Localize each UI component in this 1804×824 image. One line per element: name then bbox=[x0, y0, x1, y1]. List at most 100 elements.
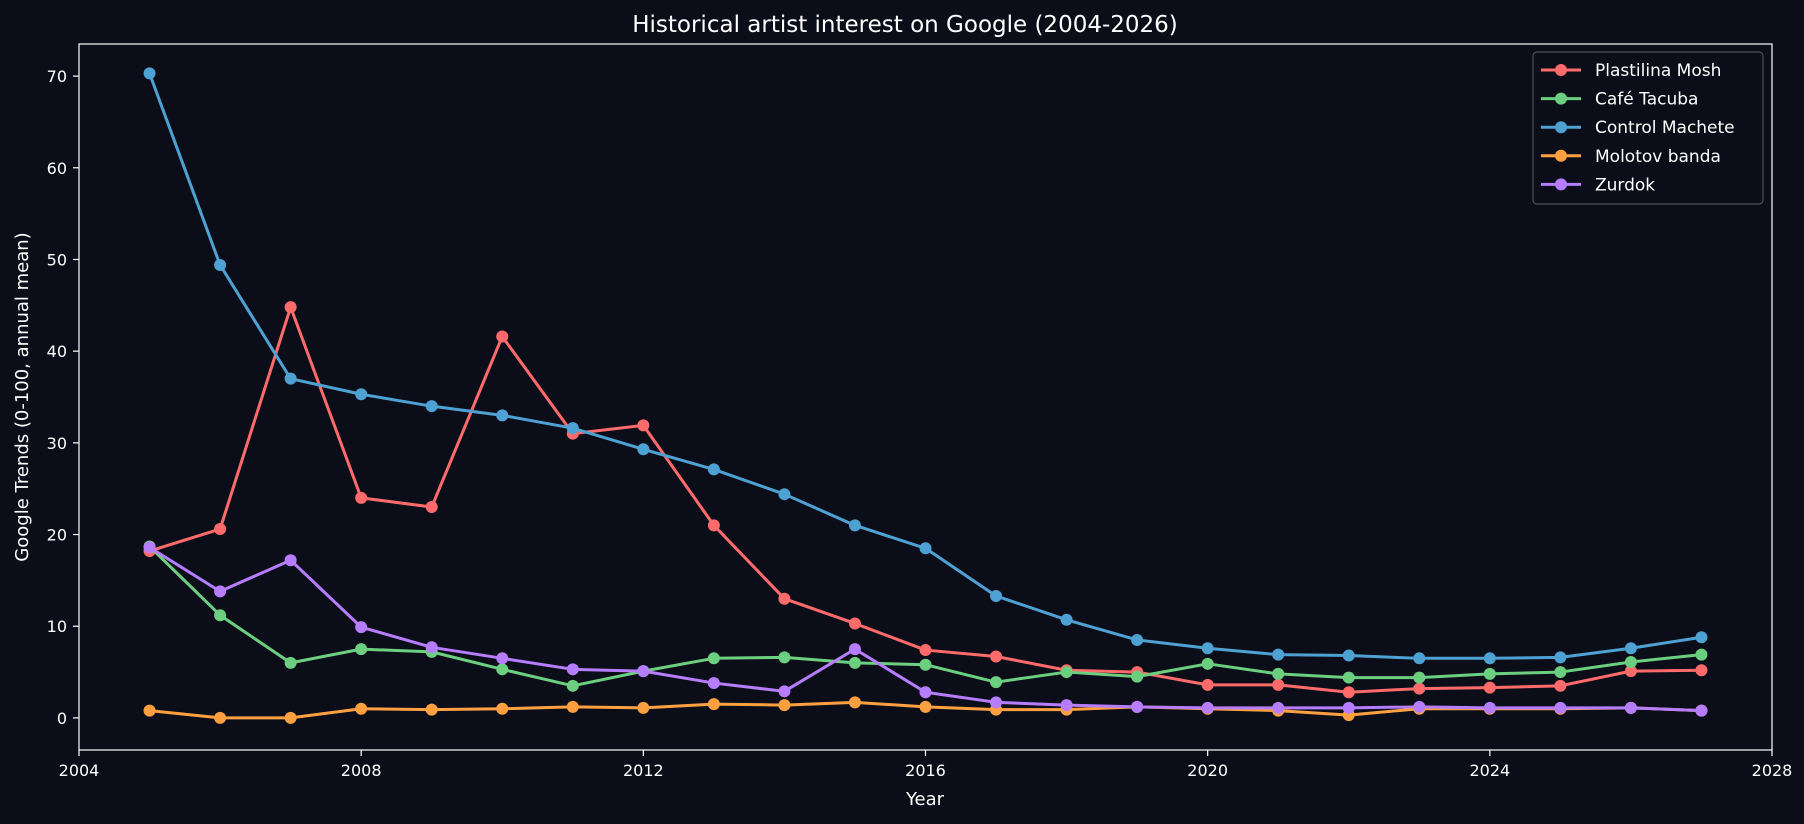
legend-label: Plastilina Mosh bbox=[1595, 61, 1721, 81]
chart-title: Historical artist interest on Google (20… bbox=[632, 12, 1178, 38]
data-point bbox=[848, 519, 861, 532]
data-point bbox=[990, 650, 1003, 663]
data-point bbox=[778, 685, 791, 698]
legend-entry: Café Tacuba bbox=[1541, 90, 1698, 110]
data-point bbox=[1483, 681, 1496, 694]
legend-entry: Plastilina Mosh bbox=[1541, 61, 1721, 81]
series-4 bbox=[143, 541, 1708, 717]
data-point bbox=[1131, 670, 1144, 683]
data-point bbox=[496, 663, 509, 676]
data-point bbox=[848, 656, 861, 669]
y-tick-label: 0 bbox=[57, 709, 67, 728]
data-point bbox=[990, 589, 1003, 602]
x-tick-label: 2024 bbox=[1469, 761, 1510, 780]
series-layer bbox=[143, 67, 1708, 724]
y-tick-label: 60 bbox=[47, 159, 67, 178]
data-point bbox=[566, 700, 579, 713]
x-tick-label: 2008 bbox=[341, 761, 382, 780]
legend-swatch-marker bbox=[1555, 64, 1567, 76]
data-point bbox=[778, 488, 791, 501]
data-point bbox=[214, 523, 227, 536]
data-point bbox=[707, 698, 720, 711]
series-0 bbox=[143, 301, 1708, 699]
data-point bbox=[1413, 682, 1426, 695]
y-tick-label: 10 bbox=[47, 617, 67, 636]
data-point bbox=[355, 621, 368, 634]
data-point bbox=[919, 686, 932, 699]
data-point bbox=[848, 696, 861, 709]
legend-label: Control Machete bbox=[1595, 118, 1735, 138]
data-point bbox=[1413, 652, 1426, 665]
y-axis-label: Google Trends (0-100, annual mean) bbox=[12, 232, 33, 561]
data-point bbox=[1060, 613, 1073, 626]
data-point bbox=[778, 699, 791, 712]
data-point bbox=[707, 652, 720, 665]
data-point bbox=[637, 443, 650, 456]
data-point bbox=[214, 585, 227, 598]
data-point bbox=[1624, 665, 1637, 678]
data-point bbox=[566, 663, 579, 676]
data-point bbox=[1131, 633, 1144, 646]
data-point bbox=[355, 702, 368, 715]
data-point bbox=[425, 703, 438, 716]
data-point bbox=[1624, 655, 1637, 668]
data-point bbox=[919, 658, 932, 671]
data-point bbox=[284, 372, 297, 385]
data-point bbox=[425, 400, 438, 413]
data-point bbox=[1554, 679, 1567, 692]
data-point bbox=[1201, 701, 1214, 714]
data-point bbox=[848, 617, 861, 630]
y-tick-label: 40 bbox=[47, 342, 67, 361]
data-point bbox=[496, 409, 509, 422]
data-point bbox=[778, 592, 791, 605]
data-point bbox=[1413, 700, 1426, 713]
data-point bbox=[1413, 671, 1426, 684]
data-point bbox=[919, 700, 932, 713]
data-point bbox=[990, 696, 1003, 709]
data-point bbox=[1272, 678, 1285, 691]
data-point bbox=[1272, 701, 1285, 714]
data-point bbox=[1554, 701, 1567, 714]
data-point bbox=[1695, 631, 1708, 644]
y-tick-label: 50 bbox=[47, 250, 67, 269]
data-point bbox=[1554, 651, 1567, 664]
data-point bbox=[1483, 667, 1496, 680]
data-point bbox=[919, 644, 932, 657]
data-point bbox=[1342, 649, 1355, 662]
legend: Plastilina Mosh Café Tacuba Control Machet… bbox=[1532, 51, 1764, 205]
data-point bbox=[143, 704, 156, 717]
data-point bbox=[1272, 667, 1285, 680]
data-point bbox=[1060, 666, 1073, 679]
data-point bbox=[355, 388, 368, 401]
x-tick-label: 2004 bbox=[59, 761, 100, 780]
data-point bbox=[1624, 642, 1637, 655]
legend-swatch-marker bbox=[1555, 149, 1567, 162]
data-point bbox=[1624, 701, 1637, 714]
legend-label: Zurdok bbox=[1595, 175, 1655, 195]
data-point bbox=[707, 463, 720, 476]
legend-frame bbox=[1532, 51, 1764, 205]
legend-swatch-marker bbox=[1555, 92, 1567, 105]
data-point bbox=[566, 679, 579, 692]
data-point bbox=[1201, 642, 1214, 655]
data-point bbox=[1695, 648, 1708, 661]
data-point bbox=[214, 258, 227, 271]
data-point bbox=[284, 554, 297, 567]
data-point bbox=[355, 643, 368, 656]
data-point bbox=[1483, 701, 1496, 714]
data-point bbox=[1695, 704, 1708, 717]
legend-entry: Zurdok bbox=[1541, 175, 1655, 195]
data-point bbox=[214, 609, 227, 622]
data-point bbox=[425, 641, 438, 654]
legend-entry: Molotov banda bbox=[1541, 147, 1721, 167]
legend-entry: Control Machete bbox=[1541, 118, 1735, 138]
data-point bbox=[1342, 671, 1355, 684]
data-point bbox=[355, 491, 368, 504]
data-point bbox=[1201, 678, 1214, 691]
legend-label: Café Tacuba bbox=[1595, 90, 1698, 110]
legend-swatch-marker bbox=[1555, 121, 1567, 134]
data-point bbox=[1060, 699, 1073, 712]
data-point bbox=[284, 711, 297, 724]
data-point bbox=[143, 541, 156, 554]
